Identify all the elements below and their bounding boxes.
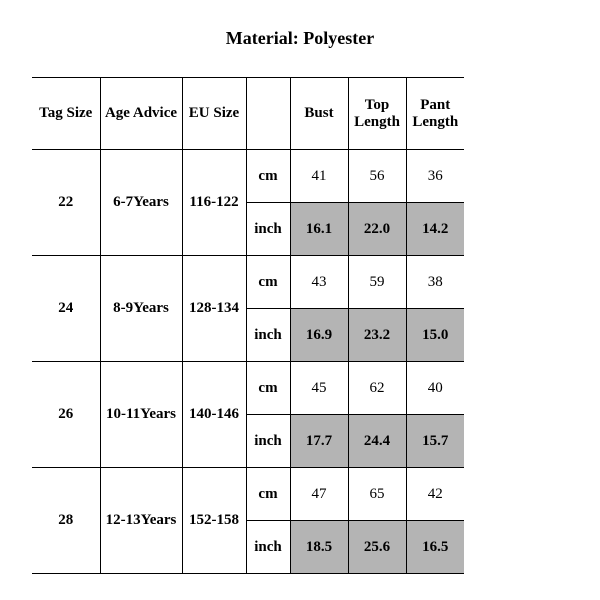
- col-header-pant-length: Pant Length: [406, 78, 464, 150]
- header-row: Tag Size Age Advice EU Size Bust Top Len…: [32, 78, 464, 150]
- cell-bust-cm: 43: [290, 256, 348, 309]
- cell-bust-inch: 17.7: [290, 415, 348, 468]
- cell-bust-inch: 16.1: [290, 203, 348, 256]
- cell-eu: 116-122: [182, 150, 246, 256]
- table-row: 24 8-9Years 128-134 cm 43 59 38: [32, 256, 464, 309]
- cell-top-cm: 65: [348, 468, 406, 521]
- cell-eu: 128-134: [182, 256, 246, 362]
- col-header-tag-size: Tag Size: [32, 78, 100, 150]
- col-header-top-length: Top Length: [348, 78, 406, 150]
- cell-top-inch: 22.0: [348, 203, 406, 256]
- cell-pant-inch: 15.0: [406, 309, 464, 362]
- cell-unit-inch: inch: [246, 521, 290, 574]
- cell-bust-inch: 16.9: [290, 309, 348, 362]
- cell-pant-inch: 15.7: [406, 415, 464, 468]
- col-header-eu-size: EU Size: [182, 78, 246, 150]
- cell-unit-cm: cm: [246, 150, 290, 203]
- cell-bust-cm: 41: [290, 150, 348, 203]
- size-chart-page: Material: Polyester Tag Size Age Advice …: [0, 0, 600, 600]
- table-row: 22 6-7Years 116-122 cm 41 56 36: [32, 150, 464, 203]
- cell-eu: 152-158: [182, 468, 246, 574]
- cell-age: 10-11Years: [100, 362, 182, 468]
- cell-bust-inch: 18.5: [290, 521, 348, 574]
- cell-age: 12-13Years: [100, 468, 182, 574]
- cell-top-cm: 59: [348, 256, 406, 309]
- cell-tag: 22: [32, 150, 100, 256]
- cell-tag: 26: [32, 362, 100, 468]
- page-title: Material: Polyester: [0, 28, 600, 49]
- cell-unit-inch: inch: [246, 309, 290, 362]
- cell-top-inch: 25.6: [348, 521, 406, 574]
- cell-unit-inch: inch: [246, 415, 290, 468]
- cell-tag: 24: [32, 256, 100, 362]
- cell-unit-cm: cm: [246, 362, 290, 415]
- cell-pant-inch: 14.2: [406, 203, 464, 256]
- table-row: 26 10-11Years 140-146 cm 45 62 40: [32, 362, 464, 415]
- cell-eu: 140-146: [182, 362, 246, 468]
- cell-top-inch: 24.4: [348, 415, 406, 468]
- cell-age: 6-7Years: [100, 150, 182, 256]
- cell-unit-inch: inch: [246, 203, 290, 256]
- cell-bust-cm: 47: [290, 468, 348, 521]
- cell-pant-cm: 40: [406, 362, 464, 415]
- cell-age: 8-9Years: [100, 256, 182, 362]
- col-header-age-advice: Age Advice: [100, 78, 182, 150]
- cell-top-cm: 62: [348, 362, 406, 415]
- cell-top-cm: 56: [348, 150, 406, 203]
- col-header-unit: [246, 78, 290, 150]
- cell-pant-cm: 38: [406, 256, 464, 309]
- cell-top-inch: 23.2: [348, 309, 406, 362]
- cell-tag: 28: [32, 468, 100, 574]
- table-row: 28 12-13Years 152-158 cm 47 65 42: [32, 468, 464, 521]
- cell-pant-cm: 36: [406, 150, 464, 203]
- cell-unit-cm: cm: [246, 468, 290, 521]
- col-header-bust: Bust: [290, 78, 348, 150]
- cell-bust-cm: 45: [290, 362, 348, 415]
- cell-pant-inch: 16.5: [406, 521, 464, 574]
- cell-unit-cm: cm: [246, 256, 290, 309]
- size-chart-table: Tag Size Age Advice EU Size Bust Top Len…: [32, 77, 464, 574]
- cell-pant-cm: 42: [406, 468, 464, 521]
